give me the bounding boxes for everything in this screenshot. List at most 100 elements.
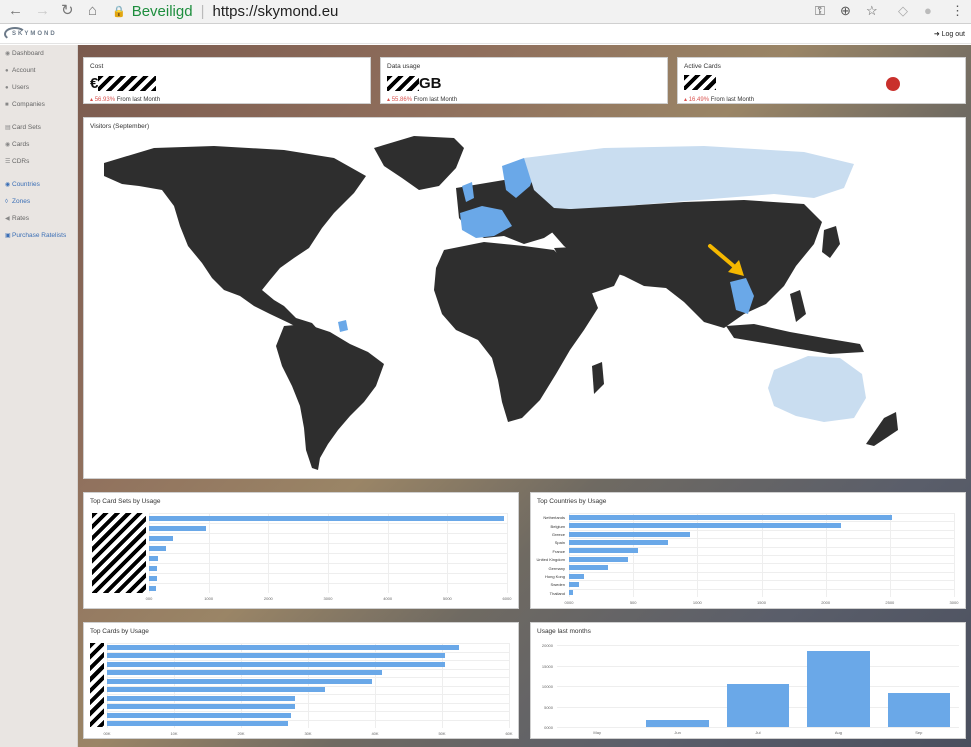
sidebar-item-countries[interactable]: ◉ Countries (5, 181, 40, 188)
bar (569, 573, 585, 579)
bar (107, 661, 446, 667)
cost-pct: ▴ 56.93% (90, 97, 116, 103)
x-tick-label: Sep (915, 730, 923, 735)
forward-icon[interactable]: → (35, 2, 50, 19)
sidebar-item-cdrs[interactable]: ☰ CDRs (5, 158, 29, 165)
app-header: SKYMOND ➜ Log out (0, 24, 971, 44)
active-cards-pct: ▴ 16.49% (684, 97, 710, 103)
sidebar-item-card-sets[interactable]: ▤Card Sets (5, 124, 41, 131)
row-line (149, 563, 507, 564)
cost-title: Cost (90, 63, 104, 70)
map-title: Visitors (September) (90, 123, 150, 130)
bar (569, 590, 573, 596)
sidebar-item-users[interactable]: ● Users (5, 84, 29, 91)
secure-label: Beveiligd (131, 2, 193, 20)
bar (149, 585, 156, 591)
zoom-icon[interactable]: ⊕ (840, 3, 851, 18)
x-tick-label: 30K (304, 731, 312, 736)
row-line (569, 538, 954, 540)
active-cards-sub: From last Month (710, 97, 755, 103)
bar (569, 523, 842, 529)
grid-line (509, 643, 510, 728)
visitors-map-card: Visitors (September) (83, 117, 966, 479)
bar (107, 712, 292, 718)
western-europe-highlight (460, 206, 512, 238)
sidebar-item-label: Countries (12, 181, 40, 188)
row-line (107, 694, 509, 695)
sidebar-item-label: Rates (12, 215, 29, 222)
address-bar[interactable]: 🔒 Beveiligd | https://skymond.eu (112, 1, 802, 21)
bar (149, 515, 505, 521)
bar (569, 581, 580, 587)
data-usage-suffix: GB (419, 75, 442, 92)
redacted-labels (92, 513, 146, 593)
grid-line (557, 665, 959, 667)
profile-icon[interactable]: ● (924, 3, 932, 18)
sidebar-item-zones[interactable]: ◊ Zones (5, 198, 30, 205)
active-cards-value (684, 75, 716, 90)
sidebar-item-companies[interactable]: ■ Companies (5, 101, 45, 108)
bar (807, 651, 870, 727)
row-line (569, 580, 954, 582)
sidebar-item-label: Companies (12, 101, 45, 108)
bar-label: Greece (551, 532, 565, 537)
back-icon[interactable]: ← (8, 2, 23, 19)
bar-label: Germany (548, 565, 565, 571)
x-tick-label: 1500 (757, 600, 766, 605)
bar (107, 704, 295, 710)
extension-icon[interactable]: ◇ (898, 3, 908, 18)
cost-value: € (90, 75, 157, 92)
bar (149, 555, 158, 561)
grid-line (507, 513, 508, 593)
users-icon: ● (5, 85, 9, 91)
bar (107, 678, 372, 684)
indochina-highlight (730, 278, 754, 314)
zones-icon: ◊ (5, 199, 8, 205)
sidebar-item-rates[interactable]: ◀ Rates (5, 215, 29, 222)
star-icon[interactable]: ☆ (866, 3, 878, 18)
sidebar-item-dashboard[interactable]: ◉ Dashboard (5, 50, 44, 57)
sidebar-item-label: Card Sets (12, 124, 41, 131)
reload-icon[interactable]: ↻ (61, 2, 74, 19)
data-usage-card: Data usage GB ▴ 55.86% From last Month (380, 57, 668, 104)
cost-prefix: € (90, 75, 99, 92)
redacted-labels (90, 643, 104, 727)
card-sets-icon: ▤ (5, 125, 11, 131)
skymond-logo[interactable]: SKYMOND (4, 27, 64, 41)
chart-title: Top Cards by Usage (90, 628, 149, 635)
bar-label: Belgium (550, 523, 565, 529)
grid-line (557, 727, 959, 728)
url-separator: | (200, 2, 205, 20)
bar (107, 721, 288, 727)
menu-icon[interactable]: ⋮ (951, 3, 964, 18)
countries-icon: ◉ (5, 182, 11, 188)
sidebar-item-label: Zones (12, 198, 31, 205)
x-tick-label: 1000 (692, 600, 702, 605)
sidebar-item-cards[interactable]: ◉ Cards (5, 141, 29, 148)
sidebar-item-label: Dashboard (12, 50, 44, 57)
bar (149, 535, 173, 541)
row-line (149, 523, 507, 524)
logout-link[interactable]: ➜ Log out (934, 30, 965, 38)
greenland-region (374, 136, 464, 190)
sidebar-item-purchase-ratelists[interactable]: ▣Purchase Ratelists (5, 232, 66, 239)
bar (569, 514, 893, 520)
bar-label: Sweden (550, 582, 565, 588)
world-map[interactable] (84, 118, 967, 480)
x-tick-label: 000 (145, 596, 153, 601)
sidebar-item-label: CDRs (12, 158, 30, 165)
x-tick-label: 2000 (263, 596, 273, 601)
row-line (107, 685, 509, 687)
y-tick-label: 15000 (541, 663, 553, 669)
sidebar-item-account[interactable]: ● Account (5, 67, 36, 74)
home-icon[interactable]: ⌂ (88, 2, 98, 19)
x-tick-label: 6000 (502, 596, 512, 601)
sidebar-item-label: Account (12, 67, 36, 74)
logo-arc (4, 27, 26, 41)
row-line (569, 588, 954, 590)
arrow-marker (708, 244, 744, 276)
key-icon[interactable]: ⚿ (815, 3, 825, 18)
dashboard-icon: ◉ (5, 51, 11, 57)
row-line (569, 513, 954, 514)
lock-icon: 🔒 (112, 5, 126, 18)
